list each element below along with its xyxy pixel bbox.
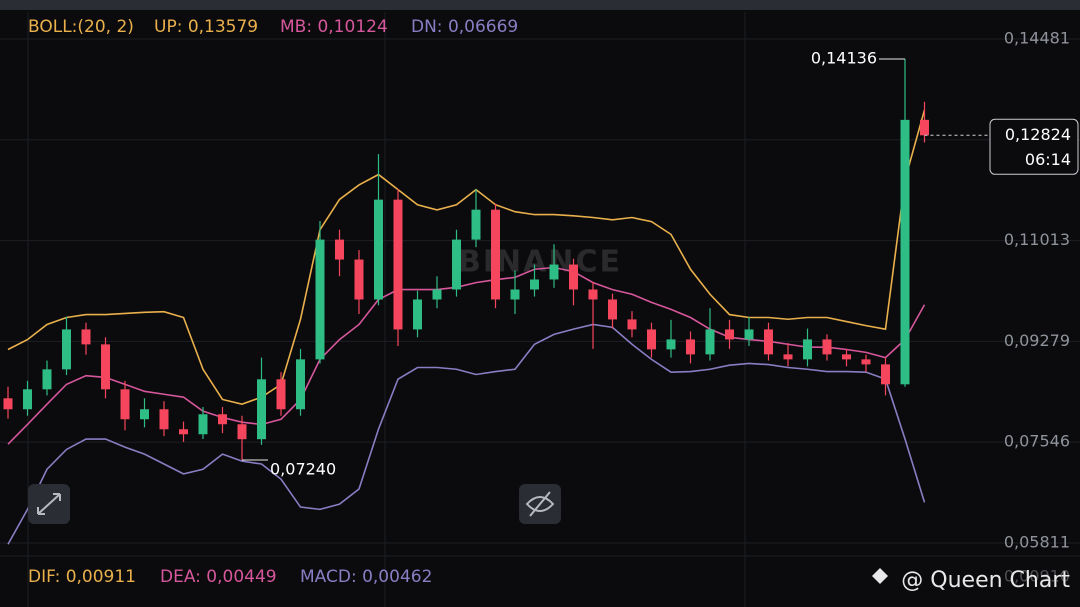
candle-body: [549, 264, 559, 280]
candle-body: [491, 209, 500, 300]
y-tick-label: 0,11013: [1004, 230, 1070, 249]
candle-body: [42, 369, 52, 390]
candle-body: [198, 414, 208, 435]
y-tick-label: 0,09279: [1004, 331, 1070, 350]
expand-icon: [37, 493, 61, 515]
candle-body: [744, 329, 754, 340]
candle-body: [315, 239, 325, 360]
y-tick-label: 0,05811: [1004, 533, 1070, 552]
candle-body: [374, 199, 383, 300]
candle-body: [120, 389, 130, 420]
candle-body: [861, 359, 871, 365]
boll-line: [7, 323, 926, 545]
candle-body: [608, 299, 617, 320]
watermark: BINANCE: [458, 245, 622, 280]
candle-body: [3, 398, 13, 410]
y-tick-label: 0,07546: [1004, 432, 1070, 451]
candle-body: [81, 329, 91, 345]
legend-entry: DN: 0,06669: [411, 17, 518, 37]
boll-line: [7, 109, 926, 405]
hide-button[interactable]: [519, 484, 561, 524]
candle-body: [452, 239, 461, 290]
candle-body: [666, 339, 676, 350]
candle-body: [530, 279, 539, 290]
candle-body: [705, 329, 715, 355]
candle-body: [627, 319, 637, 330]
candle-body: [822, 339, 832, 355]
candle-body: [471, 209, 481, 240]
candle-body: [647, 329, 656, 350]
candle-body: [296, 359, 305, 410]
credit-icon: [872, 568, 888, 584]
candle-body: [764, 329, 773, 355]
candle-body: [393, 199, 403, 330]
candle-body: [510, 289, 520, 300]
candle-body: [140, 409, 149, 420]
top-bar: [0, 0, 1080, 10]
min-label: 0,07240: [270, 459, 336, 478]
countdown: 06:14: [1025, 150, 1071, 169]
candle-body: [354, 259, 364, 300]
candle-body: [900, 119, 910, 385]
candle-body: [881, 364, 890, 385]
candle-body: [725, 329, 734, 340]
macd-legend-entry: DEA: 0,00449: [160, 567, 277, 587]
last-price-label: 0,12824: [1005, 125, 1071, 144]
candle-body: [783, 354, 793, 360]
y-tick-label: 0,14481: [1004, 28, 1070, 47]
candle-body: [842, 354, 851, 360]
max-label: 0,14136: [811, 49, 877, 68]
candle-body: [413, 299, 422, 330]
candle-body: [686, 339, 695, 355]
macd-legend-entry: DIF: 0,00911: [28, 567, 136, 587]
candle-body: [23, 389, 32, 410]
candle-body: [218, 414, 227, 425]
candle-body: [62, 329, 71, 370]
macd-tick-label: 0,00910: [1004, 567, 1070, 586]
candle-body: [179, 429, 188, 435]
candle-body: [237, 424, 247, 440]
candle-body: [920, 119, 929, 136]
credit: @ Queen Chart: [901, 568, 1070, 593]
expand-button[interactable]: [28, 484, 70, 524]
candle-body: [569, 264, 578, 290]
candle-body: [432, 289, 442, 300]
candle-body: [803, 339, 812, 360]
candle-body: [101, 344, 110, 390]
legend-entry: BOLL:(20, 2): [28, 17, 134, 37]
macd-legend-entry: MACD: 0,00462: [300, 567, 432, 587]
candle-body: [588, 289, 598, 300]
candle-body: [257, 379, 266, 440]
candle-body: [276, 379, 286, 410]
candle-body: [335, 239, 344, 260]
last-price-box: [989, 118, 1079, 175]
candle-body: [159, 409, 169, 430]
legend-entry: UP: 0,13579: [154, 17, 258, 37]
legend-entry: MB: 0,10124: [280, 17, 388, 37]
eye-off-icon: [525, 491, 555, 517]
